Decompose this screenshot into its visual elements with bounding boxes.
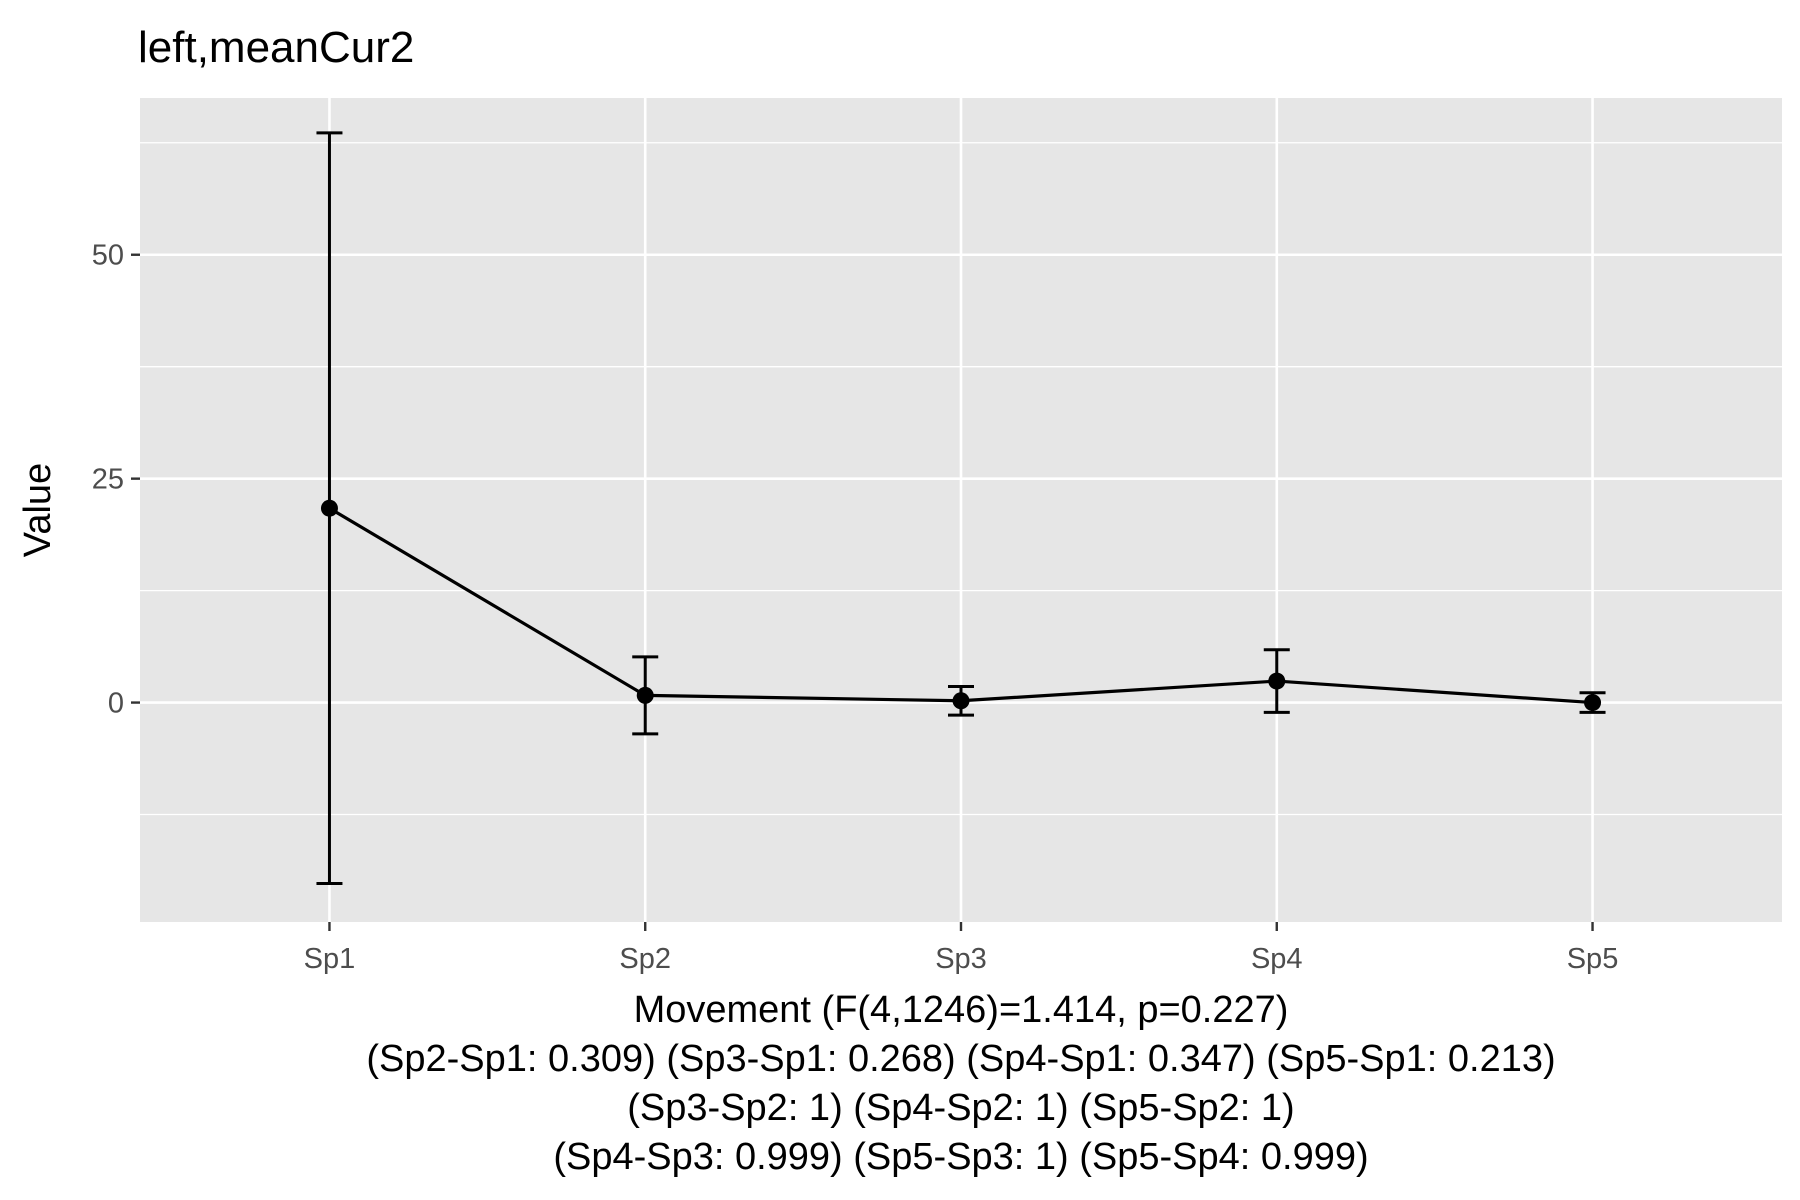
- x-tick-label: Sp5: [1567, 943, 1619, 975]
- data-point: [1268, 672, 1286, 690]
- data-point: [636, 686, 654, 704]
- x-axis-title-line: (Sp3-Sp2: 1) (Sp4-Sp2: 1) (Sp5-Sp2: 1): [627, 1087, 1294, 1129]
- chart-title: left,meanCur2: [138, 23, 414, 72]
- data-point: [1584, 694, 1602, 712]
- x-tick-label: Sp4: [1251, 943, 1303, 975]
- data-point: [952, 692, 970, 710]
- x-axis-title: Movement (F(4,1246)=1.414, p=0.227) (Sp2-…: [366, 989, 1555, 1178]
- x-tick-label: Sp1: [304, 943, 356, 975]
- y-tick-label: 25: [92, 464, 124, 496]
- x-tick-label: Sp3: [935, 943, 987, 975]
- y-tick-label: 50: [92, 240, 124, 272]
- x-axis-title-line: (Sp2-Sp1: 0.309) (Sp3-Sp1: 0.268) (Sp4-S…: [366, 1038, 1555, 1080]
- x-tick-label: Sp2: [619, 943, 671, 975]
- x-axis-title-line: (Sp4-Sp3: 0.999) (Sp5-Sp3: 1) (Sp5-Sp4: …: [553, 1136, 1368, 1178]
- y-axis-title: Value: [17, 463, 59, 557]
- data-point: [320, 499, 338, 517]
- y-tick-label: 0: [108, 688, 124, 720]
- x-axis-title-line: Movement (F(4,1246)=1.414, p=0.227): [634, 989, 1289, 1031]
- y-axis: 0 25 50: [92, 240, 140, 720]
- data-points: [320, 499, 1602, 712]
- x-axis: Sp1 Sp2 Sp3 Sp4 Sp5: [304, 922, 1619, 975]
